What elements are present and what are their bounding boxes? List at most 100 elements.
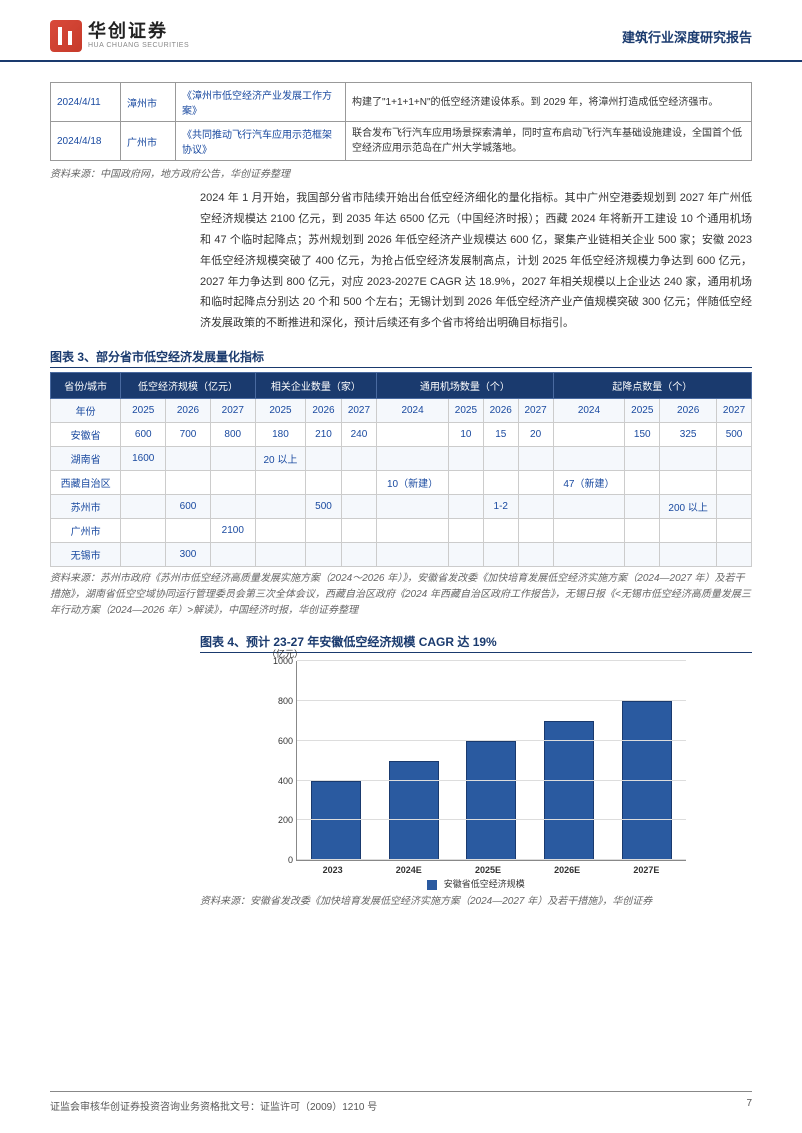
- footer: 证监会审核华创证券投资咨询业务资格批文号：证监许可（2009）1210 号 7: [50, 1091, 752, 1113]
- cell: [483, 543, 518, 567]
- xtick-label: 2025E: [475, 865, 501, 875]
- logo-area: 华创证券 HUA CHUANG SECURITIES: [50, 20, 189, 52]
- cell: [553, 423, 625, 447]
- year-label: 年份: [51, 399, 121, 423]
- bar: [389, 761, 439, 861]
- policy-row: 2024/4/11漳州市《漳州市低空经济产业发展工作方案》构建了"1+1+1+N…: [51, 83, 752, 122]
- table-row: 湖南省160020 以上: [51, 447, 752, 471]
- table3: 省份/城市 低空经济规模（亿元） 相关企业数量（家） 通用机场数量（个） 起降点…: [50, 372, 752, 567]
- cell: [377, 447, 449, 471]
- year-cell: 2026: [483, 399, 518, 423]
- row-name: 无锡市: [51, 543, 121, 567]
- logo-en: HUA CHUANG SECURITIES: [88, 42, 189, 50]
- ytick-label: 200: [278, 815, 297, 825]
- gridline: [297, 780, 686, 781]
- chart4-plot: （亿元） 02004006008001000: [296, 661, 686, 861]
- cell: [518, 495, 553, 519]
- cell: [210, 495, 255, 519]
- cell: [717, 471, 752, 495]
- cell: [553, 447, 625, 471]
- table-row: 无锡市 300: [51, 543, 752, 567]
- ytick-label: 600: [278, 736, 297, 746]
- cell: [483, 519, 518, 543]
- cell: 300: [166, 543, 211, 567]
- cell: [255, 471, 306, 495]
- doc-title: 建筑行业深度研究报告: [622, 27, 752, 46]
- cell: 180: [255, 423, 306, 447]
- cell: 2100: [210, 519, 255, 543]
- cell: 700: [166, 423, 211, 447]
- cell: [377, 543, 449, 567]
- chart4-block: 图表 4、预计 23-27 年安徽低空经济规模 CAGR 达 19% （亿元） …: [200, 633, 752, 910]
- cell: 200 以上: [660, 495, 717, 519]
- cell: [448, 495, 483, 519]
- policy-date: 2024/4/11: [51, 83, 121, 122]
- year-cell: 2027: [518, 399, 553, 423]
- cell: [210, 471, 255, 495]
- policy-desc: 构建了"1+1+1+N"的低空经济建设体系。到 2029 年，将漳州打造成低空经…: [346, 83, 752, 122]
- row-name: 苏州市: [51, 495, 121, 519]
- year-cell: 2024: [553, 399, 625, 423]
- chart4-source: 资料来源：安徽省发改委《加快培育发展低空经济实施方案（2024—2027 年）及…: [200, 894, 752, 910]
- row-name: 安徽省: [51, 423, 121, 447]
- cell: 210: [306, 423, 341, 447]
- cell: [341, 447, 376, 471]
- cell: [166, 519, 211, 543]
- cell: [166, 447, 211, 471]
- th-firms: 相关企业数量（家）: [255, 373, 377, 399]
- bar: [311, 781, 361, 861]
- page-header: 华创证券 HUA CHUANG SECURITIES 建筑行业深度研究报告: [0, 0, 802, 62]
- ytick-label: 1000: [273, 656, 297, 666]
- cell: [341, 495, 376, 519]
- year-cell: 2025: [448, 399, 483, 423]
- cell: 1600: [121, 447, 166, 471]
- cell: 47（新建）: [553, 471, 625, 495]
- logo-text: 华创证券 HUA CHUANG SECURITIES: [88, 22, 189, 49]
- cell: [377, 519, 449, 543]
- cell: 800: [210, 423, 255, 447]
- policy-city: 广州市: [121, 122, 176, 161]
- cell: [306, 471, 341, 495]
- cell: 600: [121, 423, 166, 447]
- cell: 325: [660, 423, 717, 447]
- cell: [625, 447, 660, 471]
- policy-doc: 《漳州市低空经济产业发展工作方案》: [176, 83, 346, 122]
- cell: [306, 519, 341, 543]
- cell: [717, 543, 752, 567]
- cell: [210, 543, 255, 567]
- policy-row: 2024/4/18广州市《共同推动飞行汽车应用示范框架协议》联合发布飞行汽车应用…: [51, 122, 752, 161]
- table-row: 西藏自治区10（新建）47（新建）: [51, 471, 752, 495]
- cell: [377, 423, 449, 447]
- cell: [341, 519, 376, 543]
- footer-left: 证监会审核华创证券投资咨询业务资格批文号：证监许可（2009）1210 号: [50, 1098, 377, 1113]
- th-points: 起降点数量（个）: [553, 373, 751, 399]
- table-row: 苏州市6005001-2200 以上: [51, 495, 752, 519]
- gridline: [297, 700, 686, 701]
- row-name: 湖南省: [51, 447, 121, 471]
- ytick-label: 0: [288, 855, 297, 865]
- cell: [660, 543, 717, 567]
- gridline: [297, 819, 686, 820]
- cell: 600: [166, 495, 211, 519]
- cell: [306, 447, 341, 471]
- cell: [121, 519, 166, 543]
- year-cell: 2027: [717, 399, 752, 423]
- cell: [341, 543, 376, 567]
- cell: 20: [518, 423, 553, 447]
- row-name: 西藏自治区: [51, 471, 121, 495]
- cell: 15: [483, 423, 518, 447]
- policy-table: 2024/4/11漳州市《漳州市低空经济产业发展工作方案》构建了"1+1+1+N…: [50, 82, 752, 161]
- gridline: [297, 859, 686, 860]
- cell: [341, 471, 376, 495]
- content: 2024/4/11漳州市《漳州市低空经济产业发展工作方案》构建了"1+1+1+N…: [0, 62, 802, 910]
- cell: [255, 543, 306, 567]
- year-cell: 2026: [660, 399, 717, 423]
- chart4-legend: 安徽省低空经济规模: [266, 877, 686, 890]
- cell: [625, 519, 660, 543]
- table-row: 广州市2100: [51, 519, 752, 543]
- policy-doc: 《共同推动飞行汽车应用示范框架协议》: [176, 122, 346, 161]
- cell: [553, 495, 625, 519]
- cell: [660, 447, 717, 471]
- year-cell: 2025: [625, 399, 660, 423]
- ytick-label: 800: [278, 696, 297, 706]
